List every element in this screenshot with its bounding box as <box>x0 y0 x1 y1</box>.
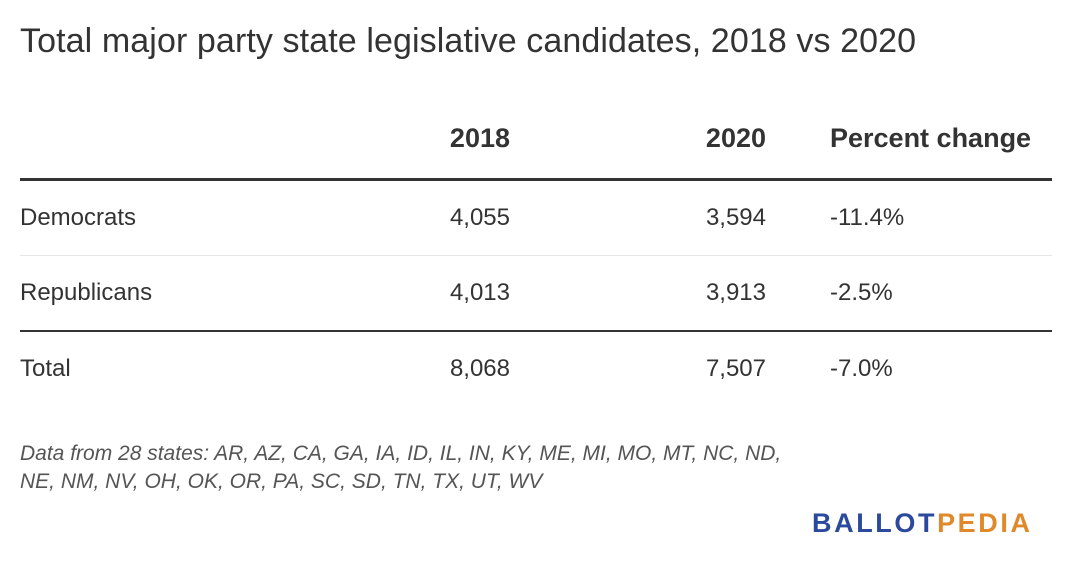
value-2020: 3,594 <box>705 204 766 231</box>
source-note: Data from 28 states: AR, AZ, CA, GA, IA,… <box>20 440 860 496</box>
data-table: 2018 2020 Percent change Democrats 4,055… <box>20 100 1052 406</box>
value-percent-change: -2.5% <box>830 279 893 306</box>
logo-part-ballot: BALLOT <box>812 508 938 538</box>
value-2020: 3,913 <box>705 279 766 306</box>
header-2018: 2018 <box>449 123 510 153</box>
ballotpedia-logo: BALLOTPEDIA <box>812 508 1048 539</box>
value-2018: 8,068 <box>449 355 510 382</box>
header-2020: 2020 <box>705 123 766 153</box>
value-percent-change: -7.0% <box>830 355 893 382</box>
value-2020: 7,507 <box>705 355 766 382</box>
value-percent-change: -11.4% <box>830 204 905 231</box>
header-percent-change: Percent change <box>830 123 1032 153</box>
row-label: Democrats <box>20 204 137 231</box>
table-header-row: 2018 2020 Percent change <box>20 100 1052 181</box>
table-row-democrats: Democrats 4,055 3,594 -11.4% <box>20 181 1052 256</box>
source-note-line-2: NE, NM, NV, OH, OK, OR, PA, SC, SD, TN, … <box>20 470 543 493</box>
row-label: Republicans <box>20 279 153 306</box>
value-2018: 4,013 <box>449 279 510 306</box>
table-row-total: Total 8,068 7,507 -7.0% <box>20 332 1052 406</box>
table-row-republicans: Republicans 4,013 3,913 -2.5% <box>20 256 1052 332</box>
header-label-column <box>20 100 340 178</box>
source-note-line-1: Data from 28 states: AR, AZ, CA, GA, IA,… <box>20 442 782 465</box>
row-label: Total <box>20 355 71 382</box>
logo-part-pedia: PEDIA <box>937 508 1033 538</box>
chart-title: Total major party state legislative cand… <box>20 22 917 60</box>
value-2018: 4,055 <box>449 204 510 231</box>
